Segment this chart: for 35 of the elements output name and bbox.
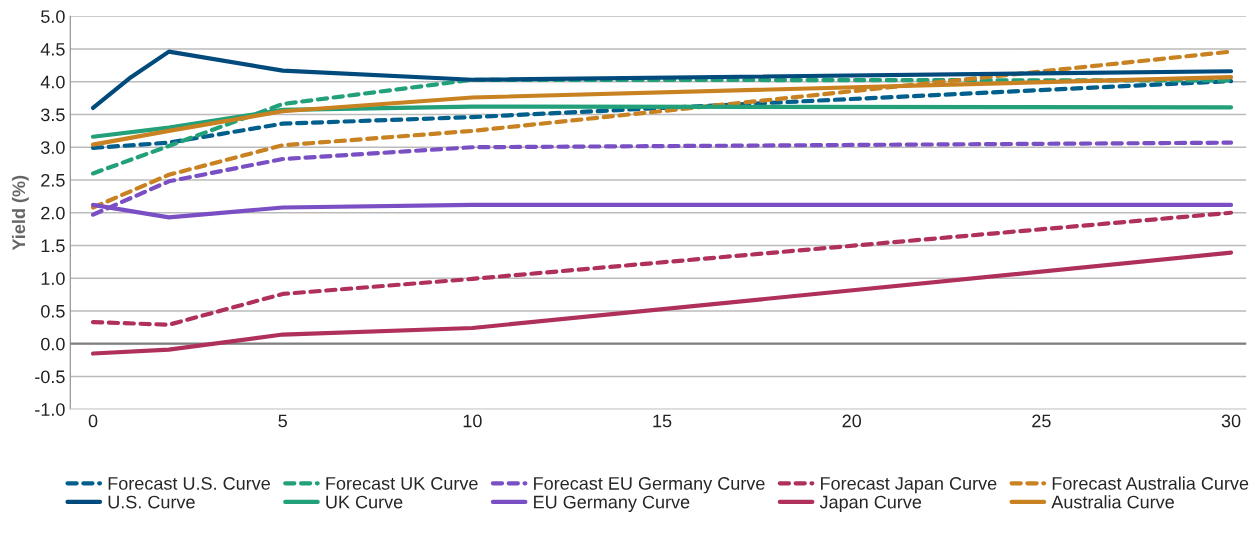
line-series: [90, 210, 1234, 327]
y-tick-label: 3.0: [41, 141, 65, 154]
x-tick-label: 20: [842, 414, 862, 428]
y-tick-label: 4.0: [40, 75, 65, 89]
legend-label: U.S. Curve: [108, 495, 195, 509]
line-series: [90, 49, 1234, 111]
line-series: [90, 140, 1234, 217]
y-tick-label: 0.5: [41, 304, 65, 318]
legend-label: Australia Curve: [1051, 495, 1174, 509]
y-tick-label: 5.0: [41, 10, 65, 23]
y-tick-label: 3.5: [41, 108, 65, 122]
legend-label: UK Curve: [326, 495, 403, 509]
y-tick-label: 0.0: [41, 337, 65, 351]
y-tick-label: 1.0: [41, 272, 65, 285]
x-tick-label: 0: [88, 414, 98, 428]
y-tick-label: -1.0: [35, 403, 65, 416]
legend-label: Forecast Australia Curve: [1052, 476, 1249, 490]
legend-label: Forecast EU Germany Curve: [534, 477, 765, 494]
legend-label: Forecast Japan Curve: [821, 477, 997, 494]
y-axis-title: Yield (%): [11, 175, 29, 251]
x-tick-label: 25: [1032, 414, 1051, 428]
y-tick-label: 2.5: [41, 173, 65, 187]
y-tick-label: 1.5: [41, 239, 65, 253]
legend-label: Forecast U.S. Curve: [108, 477, 270, 490]
x-tick-label: 30: [1221, 414, 1241, 428]
y-tick-label: 4.5: [40, 43, 65, 56]
x-tick-label: 15: [653, 414, 672, 428]
legend-label: Japan Curve: [819, 495, 922, 513]
line-series: [90, 250, 1234, 356]
y-tick-label: -0.5: [35, 370, 65, 384]
x-tick-label: 10: [463, 414, 482, 428]
x-tick-label: 5: [278, 414, 287, 428]
legend-label: Forecast UK Curve: [326, 477, 478, 490]
y-tick-label: 2.0: [41, 206, 65, 220]
legend-label: EU Germany Curve: [534, 495, 690, 513]
